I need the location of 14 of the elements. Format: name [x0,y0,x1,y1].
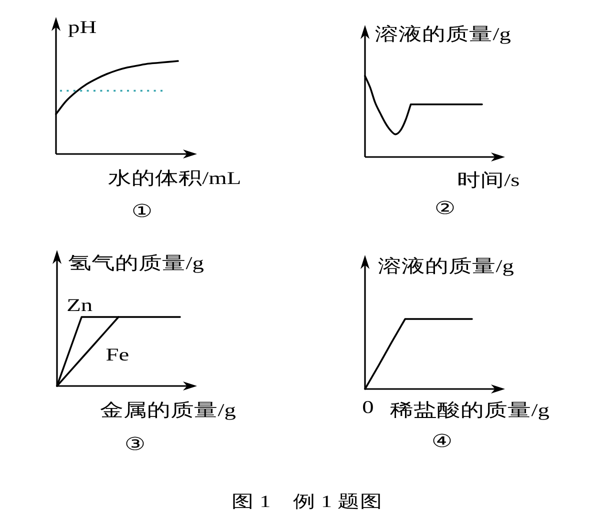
ylabel: 溶液的质量/g [378,256,514,276]
xlabel: 稀盐酸的质量/g [390,400,550,420]
caption: ① [131,200,153,222]
xlabel: 水的体积/mL [108,168,242,188]
caption: ③ [124,434,146,454]
annotation: 0 [362,396,374,418]
figure-caption: 图 1 例 1 题图 [232,492,382,512]
caption: ② [434,198,456,218]
caption: ④ [431,430,453,452]
xlabel: 金属的质量/g [100,400,236,420]
xlabel: 时间/s [457,170,520,190]
ylabel: 溶液的质量/g [375,24,511,44]
ylabel: 氢气的质量/g [68,252,204,274]
ylabel: pH [68,16,97,38]
